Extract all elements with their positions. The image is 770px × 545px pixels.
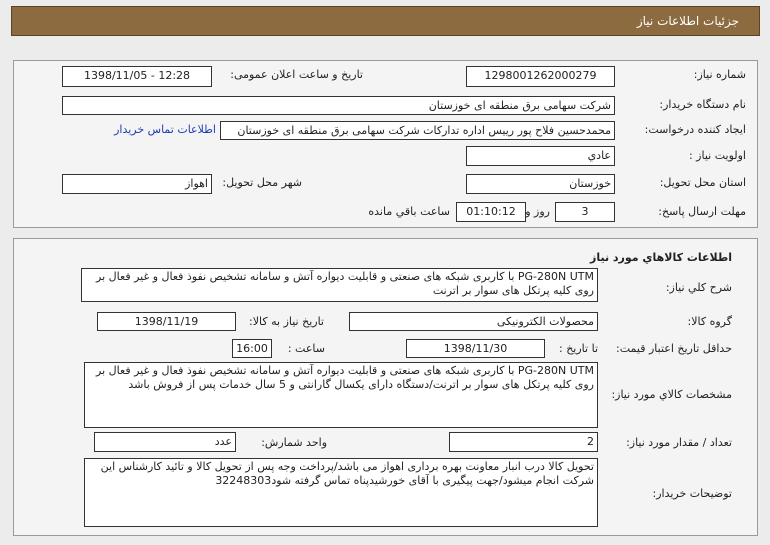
priority-label: اولویت نیاز : <box>688 149 746 162</box>
group-label: گروه كالا: <box>687 315 732 328</box>
buyer-label: نام دستگاه خریدار: <box>659 98 746 111</box>
deadline-label: مهلت ارسال پاسخ: <box>658 205 746 218</box>
unit-label: واحد شمارش: <box>261 436 327 449</box>
qty-label: تعداد / مقدار مورد نیاز: <box>626 436 732 449</box>
need-date-label: تاریخ نیاز به کالا: <box>249 315 324 328</box>
announce-field: 1398/11/05 - 12:28 <box>62 66 212 87</box>
priority-field: عادي <box>466 146 615 166</box>
notes-field: تحویل کالا درب انبار معاونت بهره برداری … <box>84 458 598 527</box>
to-date-field: 1398/11/30 <box>406 339 545 358</box>
remaining-label: ساعت باقي مانده <box>368 205 450 218</box>
spec-label: مشخصات كالاي مورد نياز: <box>611 388 732 401</box>
spec-field: PG-280N UTM با کاربری شبکه های صنعتی و ق… <box>84 362 598 428</box>
summary-field: PG-280N UTM با کاربری شبکه های صنعتی و ق… <box>81 268 598 302</box>
hour-label: ساعت : <box>287 342 325 355</box>
hour-field: 16:00 <box>232 339 272 358</box>
page-title: جزئیات اطلاعات نیاز <box>636 14 739 28</box>
price-validity-label: حداقل تاریخ اعتبار قیمت: <box>616 342 732 355</box>
days-and-label: روز و <box>525 205 550 218</box>
to-date-label: تا تاریخ : <box>559 342 598 355</box>
province-label: استان محل تحویل: <box>659 176 746 189</box>
need-date-field: 1398/11/19 <box>97 312 236 331</box>
need-number-label: شماره نیاز: <box>693 68 746 81</box>
need-info-panel <box>13 60 758 228</box>
buyer-field: شرکت سهامی برق منطقه ای خوزستان <box>62 96 615 115</box>
announce-label: تاریخ و ساعت اعلان عمومی: <box>230 68 363 81</box>
unit-field: عدد <box>94 432 236 452</box>
summary-label: شرح كلي نياز: <box>665 281 732 294</box>
notes-label: توضیحات خریدار: <box>652 487 733 500</box>
creator-label: ایجاد کننده درخواست: <box>644 123 746 136</box>
group-field: محصولات الکترونیکی <box>349 312 598 331</box>
city-label: شهر محل تحویل: <box>222 176 302 189</box>
deadline-time-field: 01:10:12 <box>456 202 526 222</box>
page-header: جزئیات اطلاعات نیاز <box>11 6 760 36</box>
creator-field: محمدحسین فلاح پور رییس اداره تدارکات شرک… <box>220 121 615 140</box>
deadline-days-field: 3 <box>555 202 615 222</box>
qty-field: 2 <box>449 432 598 452</box>
province-field: خوزستان <box>466 174 615 194</box>
buyer-contact-link[interactable]: اطلاعات تماس خریدار <box>114 123 216 136</box>
goods-section-title: اطلاعات كالاهاي مورد نياز <box>590 251 732 264</box>
need-number-field: 1298001262000279 <box>466 66 615 87</box>
city-field: اهواز <box>62 174 212 194</box>
